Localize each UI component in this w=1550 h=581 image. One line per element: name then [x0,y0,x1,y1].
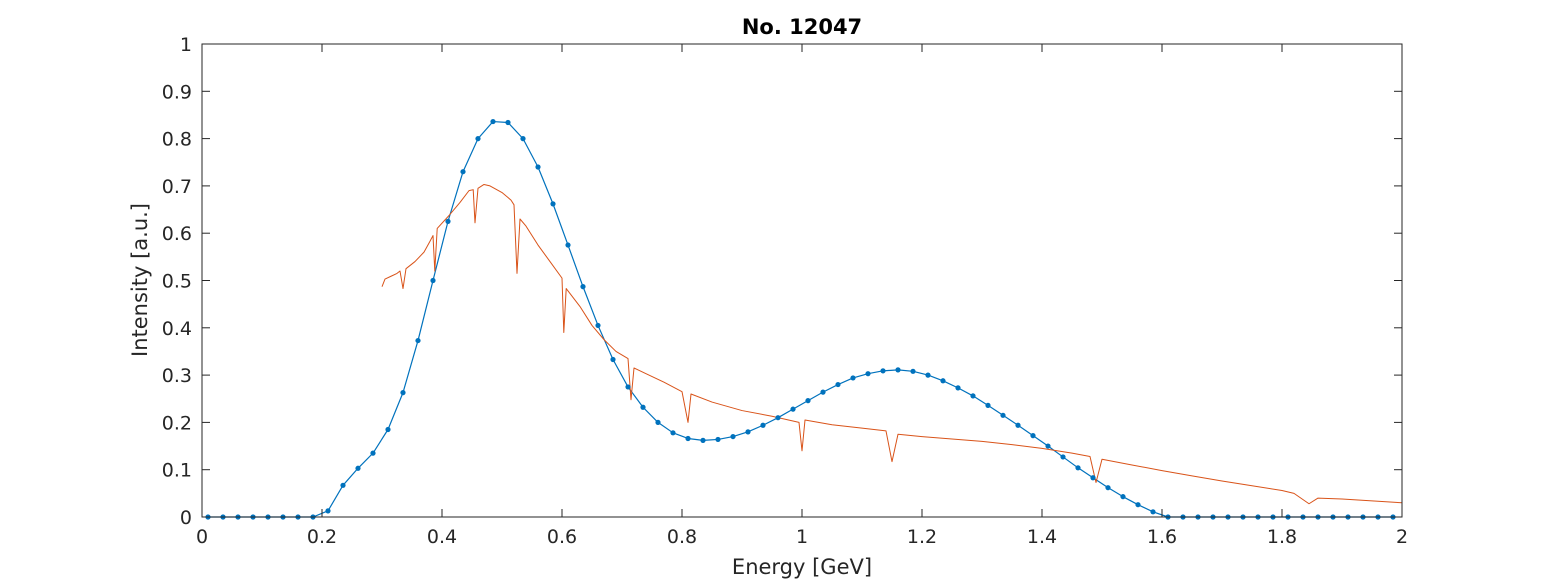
series-1-point [805,398,811,404]
x-tick-label: 0.6 [547,526,577,548]
y-tick-label: 1 [180,34,192,56]
series-1-point [685,435,691,442]
series-1-point [895,367,901,373]
series-1-point [520,136,526,142]
series-1-point [445,218,451,224]
series-1-point [745,429,751,435]
series-1-point [565,242,571,248]
series-1-point [430,277,436,284]
y-tick-label: 0.7 [162,176,192,198]
x-tick-label: 1.6 [1147,526,1177,548]
series-1-point [850,375,856,381]
series-1-point [550,201,556,207]
series-1-point [655,419,661,425]
series-1-point [670,430,676,436]
tick-layer: 0 0.2 0.4 0.6 0.8 1 1.2 1.4 1.6 1.8 2 0 0.1 0.2 0.3 0.4… [162,34,1408,548]
series-1-point [640,404,646,410]
series-line-2 [381,183,1403,505]
series-1-point [940,378,946,384]
series-1-point [715,436,721,443]
x-tick-label: 1.4 [1027,526,1057,548]
x-tick-label: 1.2 [907,526,937,548]
series-1-point [1015,422,1021,428]
series-1-point [505,119,511,126]
series-1-point [340,482,346,488]
series-1-point [925,372,931,378]
series-1-point [835,381,841,388]
series-1-point [535,164,541,170]
y-tick-label: 0 [180,507,192,529]
series-1-point [820,389,826,395]
x-tick-label: 1.8 [1267,526,1297,548]
series-1-point [625,384,631,390]
series-1-point [400,390,406,396]
y-tick-label: 0.3 [162,365,192,387]
series-1-point [325,508,331,514]
series-1-point [760,422,766,428]
y-tick-label: 0.5 [162,271,192,293]
series-1-point [1030,433,1036,439]
series-1-point [370,450,376,456]
y-tick-label: 0.2 [162,412,192,434]
series-1-point [1105,485,1111,491]
series-1-point [490,118,496,125]
series-1-point [970,393,976,399]
series-1-point [730,433,736,440]
series-1-point [1090,475,1096,481]
y-axis-label: Intensity [a.u.] [128,203,152,357]
series-1-point [775,415,781,421]
series-1-point [595,322,601,329]
x-tick-label: 0.8 [667,526,697,548]
series-1-point [475,136,481,142]
series-1-point [580,284,586,290]
series-1-point [1120,494,1126,500]
series-1-point [385,426,391,433]
y-tick-label: 0.9 [162,81,192,103]
series-1-point [1045,443,1051,449]
series-1-point [910,368,916,374]
series-1-point [610,356,616,363]
y-tick-label: 0.1 [162,460,192,482]
series-1-point [460,169,466,175]
y-tick-label: 0.4 [162,318,192,340]
x-tick-label: 0 [196,526,208,548]
y-tick-label: 0.8 [162,129,192,151]
series-1-point [790,406,796,412]
x-tick-label: 1 [796,526,808,548]
series-1-point [355,465,361,471]
chart-title: No. 12047 [742,15,862,39]
x-tick-label: 0.2 [307,526,337,548]
series-1-point [700,437,706,443]
series-1-point [1150,509,1156,515]
series-1-point [880,368,886,374]
x-tick-label: 0.4 [427,526,457,548]
series-1-point [1000,412,1006,418]
series-1-point [985,402,991,408]
x-axis-label: Energy [GeV] [732,555,872,579]
series-1-point [1060,454,1066,460]
series-1-point [1075,465,1081,471]
series-1-point [865,371,871,377]
series-1-point [415,337,421,344]
series-1-point [1135,502,1141,508]
series-1-point [955,385,961,391]
y-tick-label: 0.6 [162,223,192,245]
x-tick-label: 2 [1396,526,1408,548]
